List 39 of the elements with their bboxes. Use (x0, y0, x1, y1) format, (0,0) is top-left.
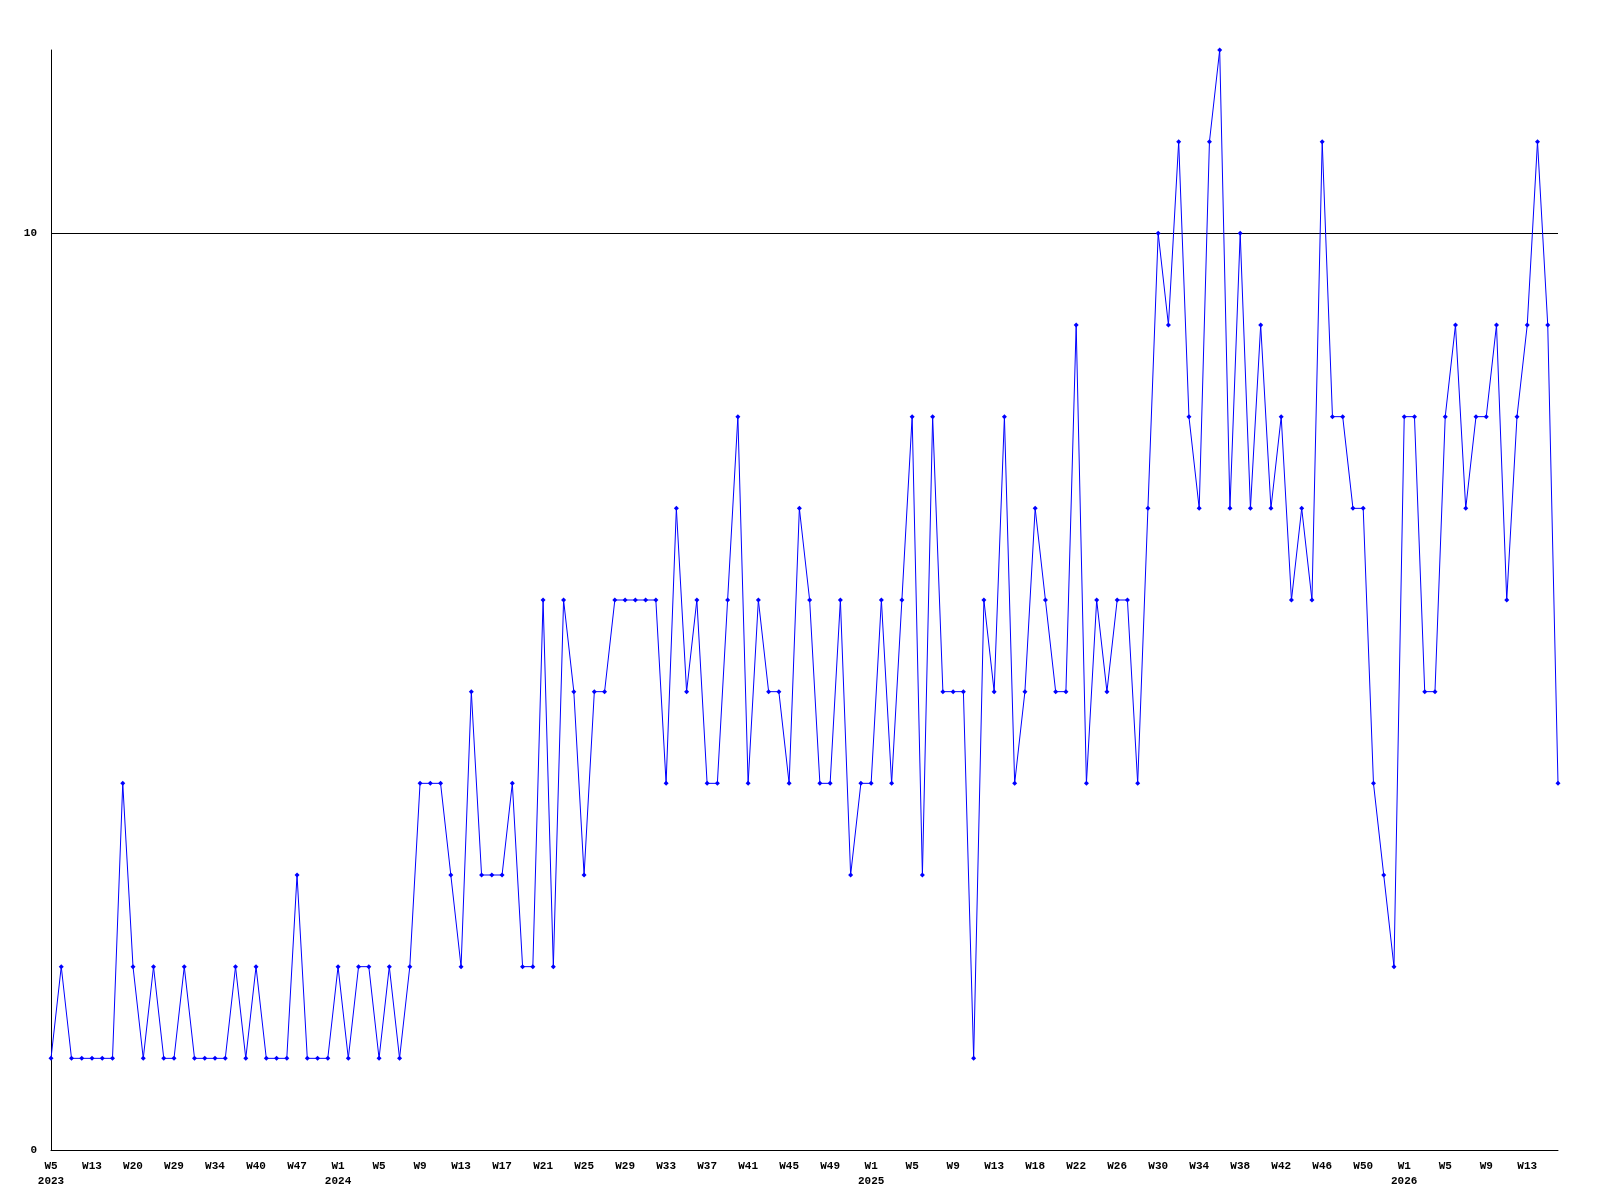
x-tick-label: W29 (164, 1159, 184, 1172)
x-tick-label: W45 (779, 1159, 800, 1172)
x-tick-label: W47 (287, 1159, 307, 1172)
x-tick-label: W34 (205, 1159, 226, 1172)
y-tick-label: 0 (30, 1144, 37, 1156)
x-tick-label: W26 (1107, 1159, 1128, 1172)
x-tick-label: W18 (1025, 1159, 1046, 1172)
x-tick-label: W13 (984, 1159, 1005, 1172)
x-tick-label: W22 (1066, 1159, 1087, 1172)
y-tick-label: 10 (23, 227, 37, 240)
x-tick-label: W38 (1230, 1159, 1251, 1172)
x-tick-label: W29 (615, 1159, 635, 1172)
x-tick-label: W1 2024 (324, 1159, 352, 1187)
x-tick-label: W1 2026 (1391, 1159, 1418, 1187)
x-tick-label: W49 (820, 1159, 841, 1172)
x-tick-label: W40 (246, 1159, 266, 1172)
x-tick-label: W5 (905, 1159, 920, 1172)
x-tick-label: W21 (533, 1159, 554, 1172)
x-tick-label: W9 (946, 1159, 960, 1172)
x-tick-label: W25 (574, 1159, 595, 1172)
x-tick-label: W13 (82, 1159, 103, 1172)
x-tick-label: W1 2025 (857, 1159, 885, 1187)
x-tick-label: W41 (738, 1159, 759, 1172)
x-tick-label: W50 (1353, 1159, 1374, 1172)
x-tick-label: W20 (123, 1159, 143, 1172)
x-tick-label: W30 (1148, 1159, 1169, 1172)
x-tick-label: W13 (451, 1159, 472, 1172)
x-tick-label: W9 (1479, 1159, 1493, 1172)
x-tick-label: W42 (1271, 1159, 1292, 1172)
x-tick-label: W5 (372, 1159, 387, 1172)
x-tick-label: W46 (1312, 1159, 1333, 1172)
x-tick-label: W9 (413, 1159, 427, 1172)
x-tick-label: W33 (656, 1159, 677, 1172)
x-tick-label: W37 (697, 1159, 718, 1172)
x-tick-label: W17 (492, 1159, 512, 1172)
x-tick-label: W5 2023 (37, 1159, 65, 1187)
x-tick-label: W34 (1189, 1159, 1210, 1172)
x-tick-label: W5 (1438, 1159, 1453, 1172)
x-tick-label: W13 (1517, 1159, 1538, 1172)
